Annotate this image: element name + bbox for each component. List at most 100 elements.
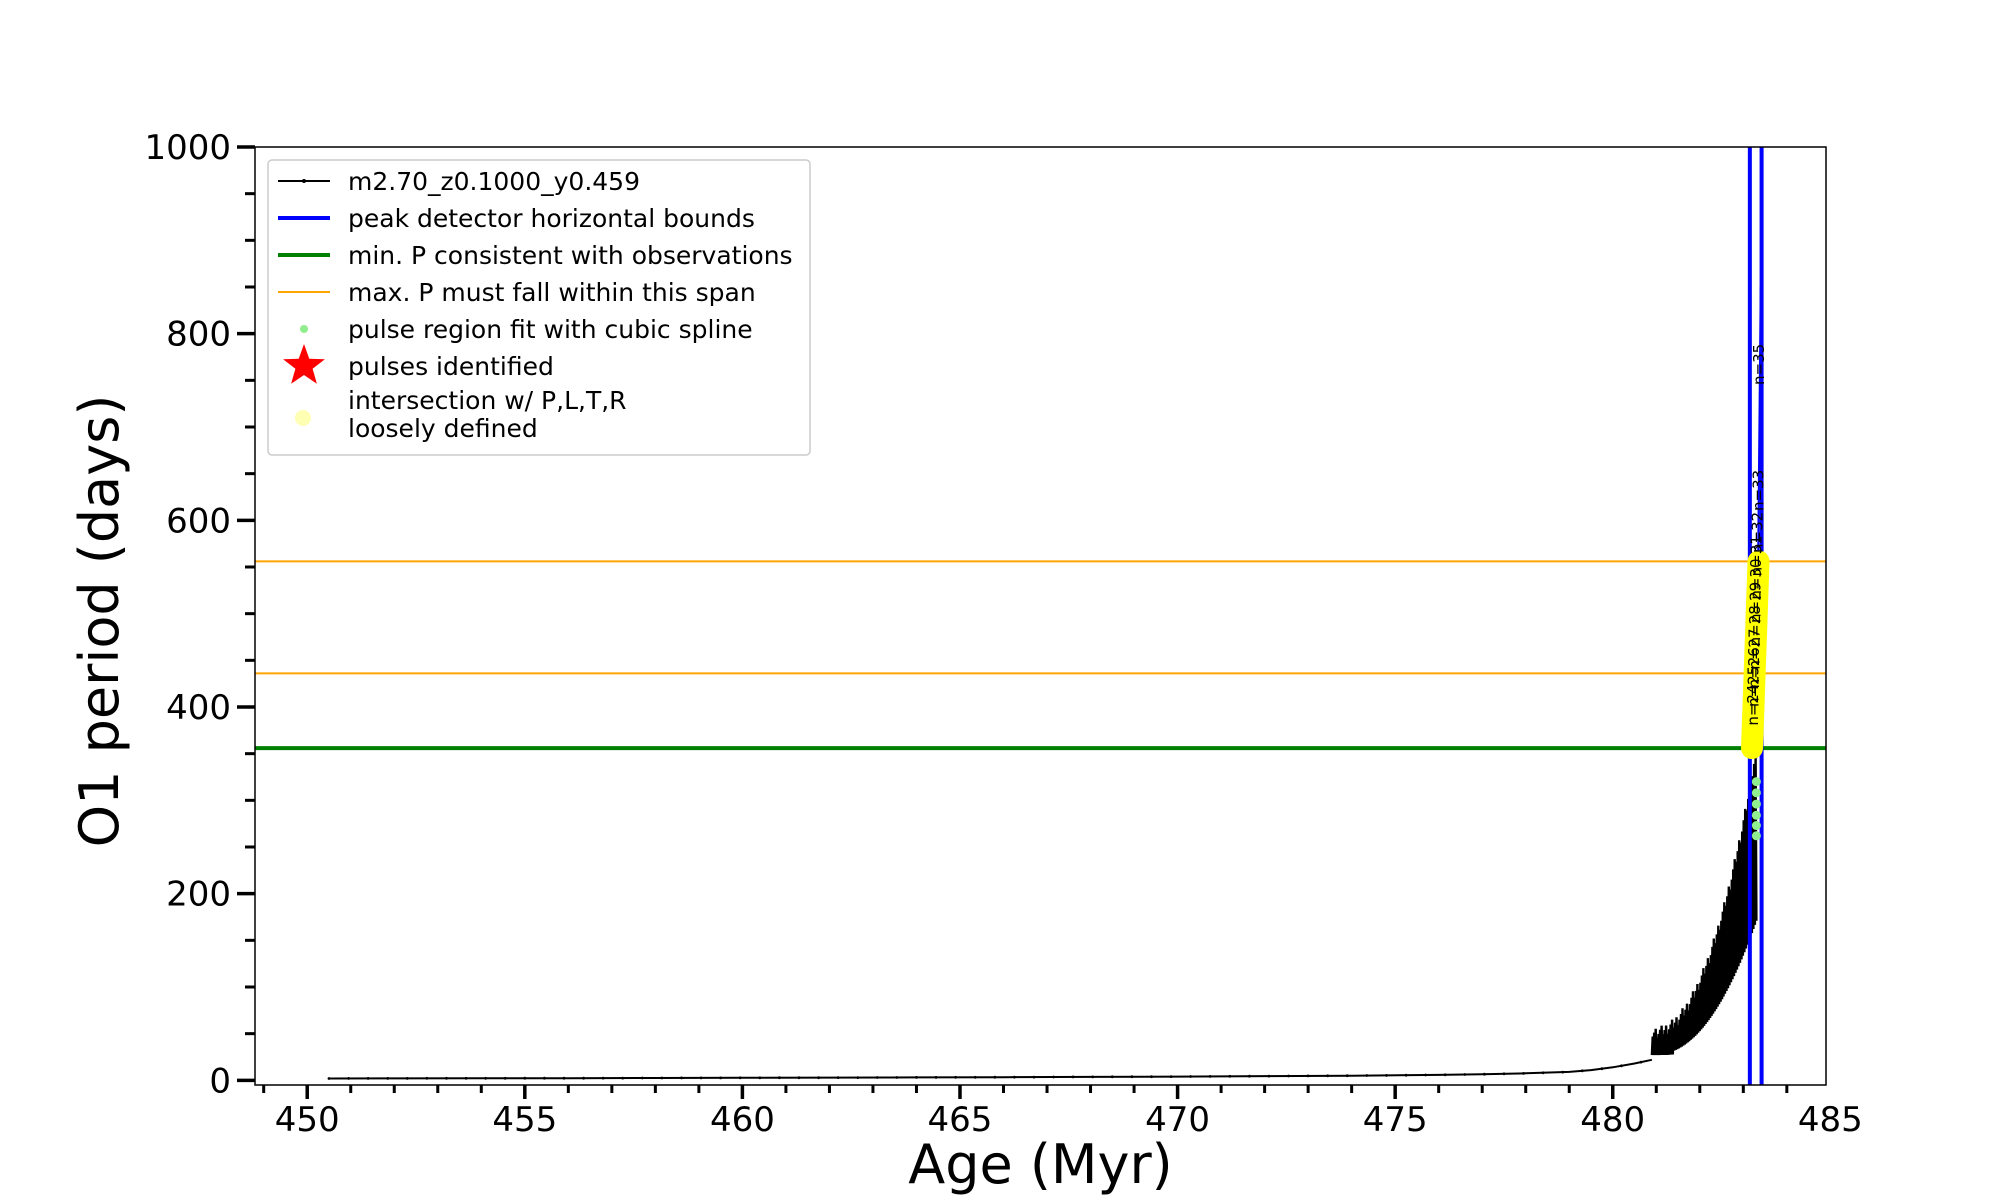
track-point	[1326, 1074, 1330, 1078]
legend-label: peak detector horizontal bounds	[348, 204, 755, 233]
legend-label: m2.70_z0.1000_y0.459	[348, 167, 640, 196]
spline-point	[1751, 831, 1761, 841]
track-point	[660, 1076, 664, 1080]
legend-item-pulse: pulses identified	[283, 344, 554, 384]
y-tick-label: 400	[166, 688, 231, 728]
x-axis-label: Age (Myr)	[908, 1133, 1173, 1196]
pulse-label: n=29	[1747, 582, 1765, 623]
track-point	[1483, 1072, 1486, 1076]
track-point	[543, 1076, 546, 1080]
x-tick-label: 485	[1798, 1100, 1863, 1140]
legend-item-spline: pulse region fit with cubic spline	[300, 315, 753, 344]
track-point	[954, 1075, 957, 1079]
track-point	[895, 1076, 899, 1079]
track-point	[817, 1076, 820, 1080]
legend-label: min. P consistent with observations	[348, 241, 793, 270]
x-tick-label: 470	[1145, 1100, 1210, 1140]
track-point	[699, 1076, 703, 1080]
track-point	[1110, 1075, 1114, 1079]
track-point	[738, 1076, 742, 1080]
x-tick-label: 475	[1363, 1100, 1428, 1140]
track-point	[1248, 1074, 1251, 1078]
legend-label: max. P must fall within this span	[348, 278, 756, 307]
y-tick-label: 0	[209, 1061, 231, 1101]
track-point	[601, 1076, 605, 1080]
plot-layer	[255, 147, 1826, 1085]
track-point	[758, 1076, 762, 1080]
y-tick-label: 600	[166, 501, 231, 541]
track-point	[934, 1076, 938, 1079]
track-point	[523, 1076, 527, 1080]
track-point	[464, 1076, 468, 1080]
legend-swatch-dot	[302, 179, 306, 183]
track-point	[1404, 1073, 1408, 1077]
legend-item-min_p: min. P consistent with observations	[278, 241, 793, 270]
legend-swatch-dot	[300, 325, 308, 333]
track-point	[582, 1076, 585, 1080]
track-point	[836, 1076, 840, 1079]
y-tick-label: 200	[166, 875, 231, 915]
track-point	[1639, 1060, 1643, 1064]
x-tick-label: 450	[275, 1100, 340, 1140]
x-tick-label: 460	[710, 1100, 775, 1140]
track-point	[993, 1075, 997, 1079]
x-tick-label: 465	[928, 1100, 993, 1140]
legend-label: loosely defined	[348, 414, 538, 443]
track-point	[1150, 1075, 1153, 1079]
legend-label: pulse region fit with cubic spline	[348, 315, 753, 344]
pulse-label: n=32	[1748, 512, 1766, 553]
y-axis-label: O1 period (days)	[68, 395, 131, 848]
track-point	[973, 1075, 977, 1079]
track-point	[1620, 1064, 1623, 1068]
track-point	[621, 1076, 625, 1080]
track-point	[1424, 1073, 1427, 1077]
track-point	[719, 1076, 722, 1080]
spline-point	[1751, 810, 1761, 820]
spline-point	[1751, 788, 1761, 798]
intersection-band	[1741, 550, 1770, 760]
pulse-label: n=31	[1748, 535, 1766, 576]
legend-swatch-star	[283, 344, 325, 384]
track-point	[1561, 1070, 1565, 1074]
track-point	[1345, 1074, 1349, 1078]
pulse-label: n=30	[1747, 558, 1765, 599]
track-point	[1365, 1074, 1369, 1077]
track-point	[1013, 1075, 1016, 1079]
pulse-label: n=27	[1745, 628, 1763, 669]
track-point	[875, 1076, 879, 1079]
track-point	[1267, 1074, 1271, 1078]
track-point	[562, 1076, 566, 1080]
track-point	[1306, 1074, 1310, 1078]
track-point	[915, 1076, 918, 1079]
pulse-label: n=28	[1746, 605, 1764, 646]
track-point	[1071, 1075, 1075, 1079]
spline-point	[1751, 799, 1761, 809]
track-point	[405, 1077, 409, 1080]
track-point	[1600, 1067, 1604, 1071]
pulse-label: n=26	[1745, 647, 1763, 688]
track-point	[1580, 1069, 1584, 1073]
track-point	[1443, 1073, 1447, 1077]
y-tick-label: 1000	[144, 128, 231, 168]
y-tick-label: 800	[166, 315, 231, 355]
track-point	[366, 1077, 370, 1080]
pulse-label: n=35	[1750, 344, 1768, 385]
legend-item-track: m2.70_z0.1000_y0.459	[278, 167, 640, 196]
track-point	[1130, 1075, 1134, 1079]
track-point	[386, 1077, 390, 1080]
track-point	[347, 1077, 350, 1080]
track-line-baseline	[328, 1058, 1653, 1080]
track-point	[1502, 1072, 1506, 1076]
track-point	[1541, 1071, 1545, 1075]
track-point	[640, 1076, 644, 1080]
track-point	[503, 1076, 507, 1080]
track-point	[1032, 1075, 1036, 1079]
track-point	[327, 1077, 331, 1080]
spline-point	[1751, 777, 1761, 787]
track-point	[425, 1076, 429, 1080]
track-point	[1208, 1075, 1212, 1078]
x-tick-label: 480	[1580, 1100, 1645, 1140]
